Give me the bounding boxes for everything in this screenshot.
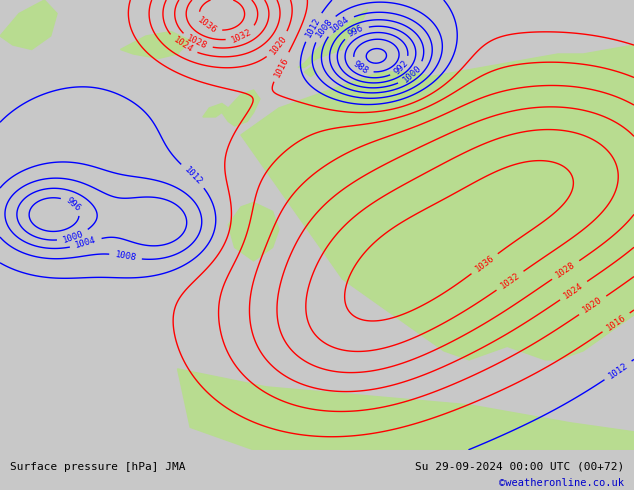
- Polygon shape: [178, 369, 634, 450]
- Text: 1012: 1012: [182, 165, 204, 187]
- Text: 1036: 1036: [195, 16, 218, 36]
- Text: 1004: 1004: [328, 15, 351, 35]
- Text: Su 29-09-2024 00:00 UTC (00+72): Su 29-09-2024 00:00 UTC (00+72): [415, 462, 624, 472]
- Text: 1032: 1032: [498, 271, 521, 291]
- Polygon shape: [0, 0, 57, 49]
- Text: 996: 996: [64, 196, 82, 213]
- Text: 988: 988: [351, 60, 370, 76]
- Text: 1012: 1012: [607, 361, 630, 380]
- Text: 1012: 1012: [304, 16, 322, 39]
- Text: 1020: 1020: [581, 295, 604, 315]
- Polygon shape: [120, 31, 190, 58]
- Text: 1028: 1028: [554, 260, 577, 280]
- Text: 1028: 1028: [185, 34, 209, 51]
- Text: 1032: 1032: [230, 27, 253, 44]
- Text: 1008: 1008: [114, 250, 137, 263]
- Text: ©weatheronline.co.uk: ©weatheronline.co.uk: [500, 478, 624, 488]
- Text: 1000: 1000: [61, 229, 85, 245]
- Text: Surface pressure [hPa] JMA: Surface pressure [hPa] JMA: [10, 462, 185, 472]
- Text: 1008: 1008: [314, 17, 334, 40]
- Polygon shape: [203, 103, 228, 117]
- Text: 996: 996: [347, 24, 365, 39]
- Polygon shape: [241, 45, 634, 360]
- Text: 1016: 1016: [273, 55, 290, 78]
- Text: 1036: 1036: [474, 254, 496, 274]
- Text: 992: 992: [392, 59, 410, 76]
- Text: 1000: 1000: [401, 64, 423, 85]
- Text: 1004: 1004: [74, 236, 98, 250]
- Polygon shape: [304, 68, 317, 76]
- Polygon shape: [222, 90, 260, 126]
- Text: 1016: 1016: [605, 313, 628, 332]
- Text: 1024: 1024: [562, 281, 585, 300]
- Text: 1024: 1024: [171, 36, 194, 55]
- Polygon shape: [298, 9, 368, 68]
- Polygon shape: [228, 202, 279, 261]
- Text: 1020: 1020: [268, 34, 288, 56]
